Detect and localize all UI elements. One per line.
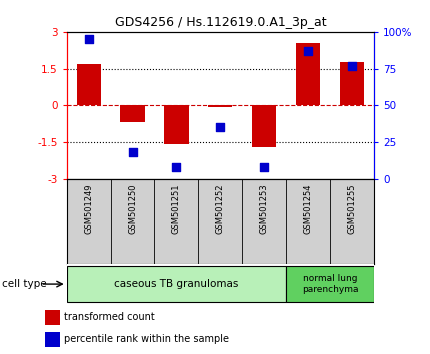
Text: caseous TB granulomas: caseous TB granulomas (114, 279, 239, 289)
Text: GSM501249: GSM501249 (84, 183, 93, 234)
Text: GSM501254: GSM501254 (304, 183, 313, 234)
Bar (45, 310, 60, 325)
Bar (286, 266, 374, 302)
Bar (296, 43, 320, 105)
Text: GSM501252: GSM501252 (216, 183, 225, 234)
Text: GSM501255: GSM501255 (347, 183, 356, 234)
Point (305, 48, 312, 54)
Text: percentile rank within the sample: percentile rank within the sample (64, 334, 230, 344)
Bar (45, 332, 60, 347)
Point (261, 164, 268, 170)
Text: transformed count: transformed count (64, 312, 155, 322)
Text: GSM501253: GSM501253 (260, 183, 269, 234)
Point (173, 164, 180, 170)
Title: GDS4256 / Hs.112619.0.A1_3p_at: GDS4256 / Hs.112619.0.A1_3p_at (114, 16, 326, 29)
Bar (208, 105, 233, 107)
Bar (252, 105, 276, 147)
Point (85, 36, 92, 42)
Bar (67, 266, 286, 302)
Bar (120, 105, 144, 122)
Text: cell type: cell type (2, 279, 47, 289)
Text: normal lung
parenchyma: normal lung parenchyma (302, 274, 359, 294)
Bar (340, 62, 364, 105)
Point (349, 63, 356, 68)
Bar (77, 64, 101, 105)
Text: GSM501250: GSM501250 (128, 183, 137, 234)
Point (129, 149, 136, 155)
Bar (164, 105, 188, 144)
Point (217, 125, 224, 130)
Text: GSM501251: GSM501251 (172, 183, 181, 234)
